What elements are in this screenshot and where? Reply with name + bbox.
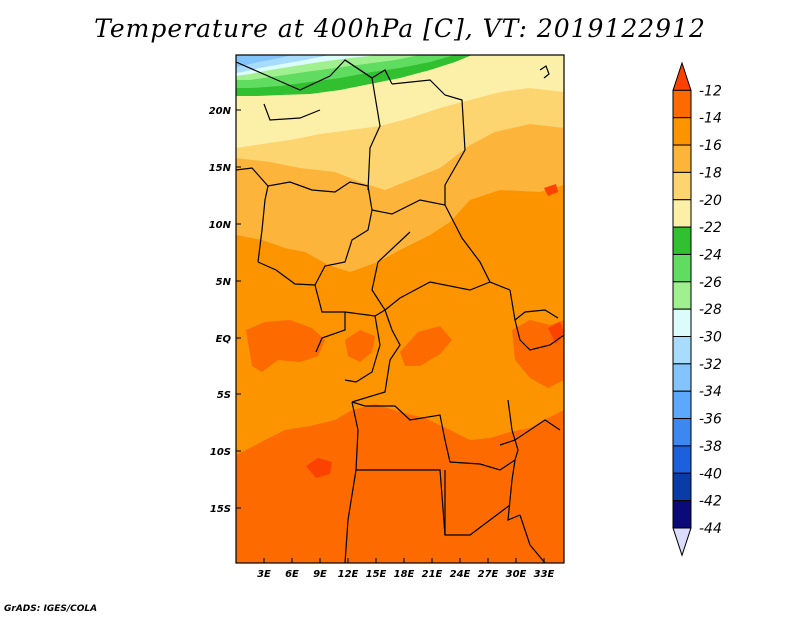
colorbar-label: -14 [699, 111, 722, 127]
colorbar-label: -36 [699, 412, 722, 428]
band-minus12-patch-west [246, 320, 325, 372]
colorbar-segment [672, 144, 692, 173]
colorbar-segment [672, 445, 692, 474]
lat-label-10n: 10N [209, 220, 232, 231]
colorbar-segment [672, 336, 692, 365]
colorbar-label: -16 [699, 138, 722, 154]
band-minus12-patch-congo [400, 326, 452, 366]
colorbar-label: -44 [699, 521, 722, 537]
country-borders [236, 59, 564, 563]
lon-label-12e: 12E [338, 569, 359, 580]
lat-label-5n: 5N [216, 277, 232, 288]
lat-label-5s: 5S [217, 390, 231, 401]
colorbar-segment [672, 363, 692, 392]
colorbar-segment [672, 308, 692, 337]
band-minus10-core-ne [544, 184, 558, 196]
lat-label-15s: 15S [210, 504, 231, 515]
lon-label-24e: 24E [450, 569, 471, 580]
colorbar-segment [672, 89, 692, 119]
band-minus12-south [236, 404, 564, 563]
lon-label-30e: 30E [506, 569, 527, 580]
colorbar-label: -40 [699, 466, 722, 482]
colorbar-label: -20 [699, 193, 722, 209]
map-title: Temperature at 400hPa [C], VT: 201912291… [94, 14, 706, 43]
lon-label-21e: 21E [422, 569, 443, 580]
colorbar-label: -30 [699, 330, 722, 346]
colorbar-segment [672, 390, 692, 420]
lon-label-15e: 15E [366, 569, 387, 580]
lon-label-33e: 33E [534, 569, 555, 580]
lon-label-9e: 9E [313, 569, 327, 580]
grads-credit: GrADS: IGES/COLA [4, 604, 98, 614]
colorbar-label: -12 [699, 83, 722, 99]
colorbar-segment [672, 61, 692, 91]
lon-label-27e: 27E [478, 569, 499, 580]
colorbar-segment [672, 253, 692, 283]
band-minus10-core-south [306, 458, 332, 478]
lat-label-10s: 10S [210, 447, 231, 458]
map-frame [235, 54, 565, 564]
colorbar-label: -32 [699, 357, 722, 373]
colorbar-label: -34 [699, 384, 722, 400]
colorbar: -12 -14 -16 -18 -20 -22 -24 -26 -28 -30 -32 -34 -36 -… [672, 61, 722, 557]
colorbar-segment [672, 199, 692, 228]
colorbar-segment [672, 226, 692, 255]
colorbar-label: -28 [699, 302, 722, 318]
colorbar-segment [672, 472, 692, 502]
longitude-axis: 3E 6E 9E 12E 15E 18E 21E 24E 27E 30E 33E [257, 558, 555, 580]
band-minus12-patch-east [512, 320, 564, 388]
colorbar-label: -22 [699, 220, 722, 236]
lat-label-20n: 20N [209, 106, 232, 117]
lat-label-15n: 15N [209, 163, 232, 174]
band-minus12-patch-central [345, 330, 375, 362]
colorbar-label: -24 [699, 247, 722, 263]
colorbar-label: -38 [699, 439, 722, 455]
colorbar-label: -26 [699, 275, 722, 291]
colorbar-segment [672, 527, 692, 557]
band-minus10-core-east [548, 322, 564, 344]
band-minus32 [236, 55, 292, 67]
colorbar-segment [672, 281, 692, 310]
colorbar-segment [672, 171, 692, 201]
latitude-axis: 20N 15N 10N 5N EQ 5S 10S 15S [209, 106, 241, 515]
colorbar-segment [672, 117, 692, 146]
temperature-field [236, 55, 564, 563]
band-minus12-patch-sw [246, 460, 280, 498]
lon-label-18e: 18E [394, 569, 415, 580]
lon-label-3e: 3E [257, 569, 271, 580]
lat-label-eq: EQ [216, 334, 232, 345]
colorbar-label: -18 [699, 165, 722, 181]
lon-label-6e: 6E [285, 569, 299, 580]
colorbar-label: -42 [699, 494, 722, 510]
colorbar-segment [672, 418, 692, 447]
colorbar-segment [672, 500, 692, 529]
